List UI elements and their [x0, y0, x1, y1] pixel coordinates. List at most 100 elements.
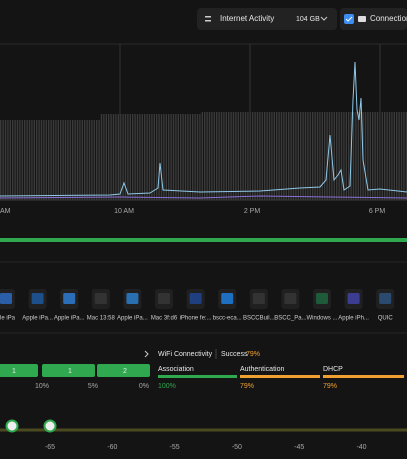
toggle-label: Connection	[370, 14, 407, 23]
activity-column	[240, 112, 242, 200]
activity-column	[124, 114, 127, 200]
stage-value: 100%	[158, 383, 176, 390]
activity-column	[112, 114, 115, 200]
activity-column	[268, 112, 271, 200]
activity-column	[247, 112, 249, 200]
activity-column	[228, 112, 230, 200]
activity-column	[60, 120, 62, 200]
activity-column	[216, 112, 218, 200]
activity-column	[398, 112, 400, 200]
activity-column	[67, 120, 69, 200]
expand-chevron[interactable]	[144, 350, 149, 358]
activity-column	[384, 112, 386, 200]
activity-column	[196, 114, 199, 200]
activity-column	[55, 120, 57, 200]
activity-column	[0, 120, 2, 200]
activity-column	[264, 112, 266, 200]
checkbox[interactable]	[344, 14, 354, 24]
activity-column	[24, 120, 26, 200]
activity-column	[7, 120, 9, 200]
activity-column	[81, 120, 83, 200]
activity-column	[314, 112, 316, 200]
count-box	[42, 364, 95, 377]
uptime-bar	[0, 238, 407, 242]
signal-label: -50	[232, 444, 242, 451]
success-label: Success	[221, 351, 248, 358]
activity-column	[76, 120, 79, 200]
activity-column	[134, 114, 136, 200]
stage-name: Association	[158, 366, 194, 373]
activity-column	[165, 114, 167, 200]
activity-column	[230, 112, 232, 200]
activity-column	[319, 112, 321, 200]
activity-column	[105, 114, 107, 200]
activity-column	[12, 120, 14, 200]
activity-column	[252, 112, 254, 200]
activity-column	[158, 114, 160, 200]
activity-column	[261, 112, 263, 200]
activity-column	[189, 114, 191, 200]
activity-column	[129, 114, 131, 200]
activity-column	[182, 114, 184, 200]
activity-column	[297, 112, 299, 200]
activity-column	[204, 112, 206, 200]
device-glyph	[379, 293, 392, 304]
device-row: le iPa Apple iPa... Apple iPa... Mac 13:58 A…	[0, 289, 395, 322]
activity-column	[328, 112, 331, 200]
signal-label: -45	[294, 444, 304, 451]
activity-column	[259, 112, 261, 200]
activity-column	[52, 120, 55, 200]
signal-dot	[43, 419, 57, 433]
device-glyph	[347, 293, 360, 304]
activity-column	[271, 112, 273, 200]
activity-column	[225, 112, 227, 200]
activity-column	[21, 120, 23, 200]
activity-column	[343, 112, 345, 200]
percent: 10%	[35, 383, 49, 390]
activity-column	[100, 114, 103, 200]
activity-column	[300, 112, 302, 200]
device-label: bscc-eca...	[213, 316, 242, 322]
device-glyph	[252, 293, 265, 304]
activity-column	[340, 112, 343, 200]
activity-column	[50, 120, 52, 200]
activity-column	[180, 114, 182, 200]
activity-column	[244, 112, 247, 200]
device-glyph	[189, 293, 202, 304]
activity-column	[396, 112, 398, 200]
activity-column	[103, 114, 105, 200]
activity-column	[4, 120, 7, 200]
activity-column	[91, 120, 93, 200]
success-value: 79%	[246, 351, 260, 358]
activity-column	[96, 120, 98, 200]
activity-column	[69, 120, 71, 200]
connection-icon	[358, 16, 366, 22]
activity-column	[146, 114, 148, 200]
activity-column	[374, 112, 376, 200]
activity-column	[360, 112, 362, 200]
signal-label: -60	[107, 444, 117, 451]
activity-column	[283, 112, 285, 200]
signal-label: -40	[356, 444, 366, 451]
activity-column	[237, 112, 239, 200]
activity-column	[36, 120, 38, 200]
activity-column	[391, 112, 393, 200]
count: 2	[123, 368, 127, 375]
activity-dropdown[interactable]	[197, 8, 337, 30]
stage-name: Authentication	[240, 366, 284, 373]
connection-toggle[interactable]	[340, 8, 407, 30]
activity-column	[86, 120, 88, 200]
count-box	[97, 364, 150, 377]
signal-label: -65	[45, 444, 55, 451]
activity-column	[38, 120, 40, 200]
activity-column	[364, 112, 367, 200]
activity-column	[218, 112, 220, 200]
activity-column	[43, 120, 45, 200]
activity-column	[213, 112, 215, 200]
activity-column	[120, 114, 122, 200]
device-glyph	[126, 293, 139, 304]
activity-column	[357, 112, 359, 200]
activity-column	[153, 114, 155, 200]
percent: 0%	[139, 383, 149, 390]
